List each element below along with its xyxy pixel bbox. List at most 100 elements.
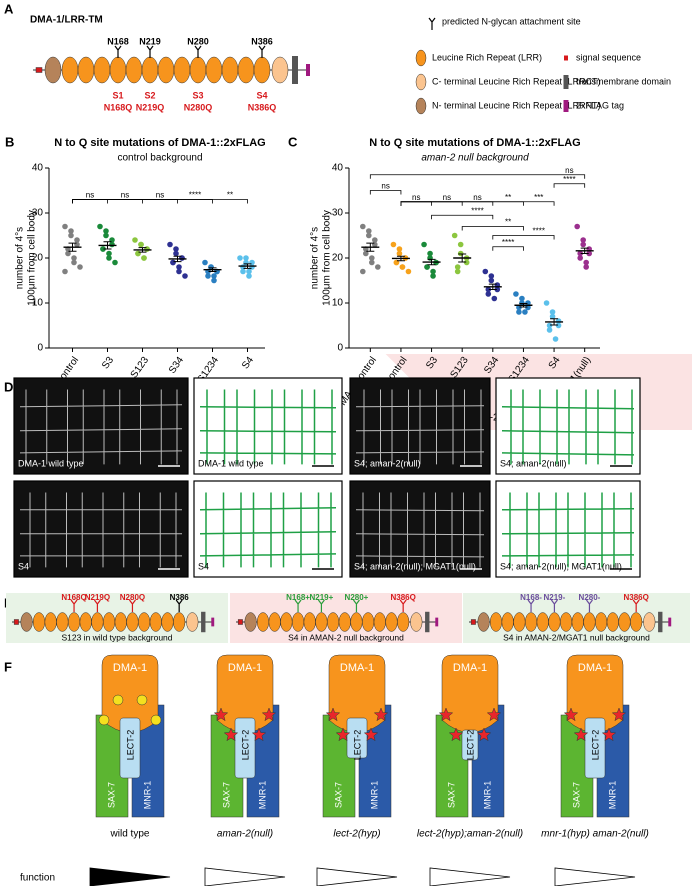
data-point — [577, 255, 583, 261]
glycan-star — [213, 707, 229, 722]
data-point — [583, 264, 589, 270]
glycan-star — [373, 707, 389, 722]
data-point — [488, 277, 495, 284]
lrr — [327, 612, 340, 632]
data-point — [138, 241, 144, 248]
site-label: N280+ — [345, 593, 369, 602]
glycan — [150, 714, 162, 726]
data-point — [68, 228, 74, 234]
panel-label: D — [4, 379, 13, 394]
panel-label: B — [5, 134, 14, 149]
glycan-star — [325, 707, 341, 722]
dendrite-trace — [199, 389, 337, 465]
data-point — [360, 223, 366, 230]
significance-label: *** — [534, 193, 543, 202]
data-point — [482, 268, 489, 275]
glycan-star — [573, 727, 589, 742]
data-point — [494, 286, 501, 293]
significance-label: ns — [156, 191, 164, 200]
data-point — [454, 264, 461, 270]
panel-label: C — [288, 134, 298, 149]
tracing — [193, 377, 343, 475]
data-point — [144, 246, 150, 252]
data-point — [176, 268, 182, 275]
lrrct — [410, 612, 423, 632]
protein-label: DMA-1 — [340, 662, 374, 674]
data-point — [488, 273, 495, 279]
dendrite-signal — [355, 492, 485, 568]
data-point — [430, 268, 436, 275]
site-label: N168+ — [286, 593, 310, 602]
legend-oval — [415, 97, 427, 115]
glycan-star — [563, 707, 579, 722]
site-label: N386Q — [623, 593, 648, 602]
legend-box — [563, 75, 569, 89]
lrrct — [271, 56, 289, 84]
dendrite-trace — [199, 492, 337, 568]
lrr — [489, 612, 503, 632]
data-point — [106, 255, 112, 261]
function-wedge — [89, 867, 171, 886]
chart-subtitle: aman-2 null background — [421, 153, 529, 164]
significance-label: ns — [86, 191, 94, 200]
site-label: N386 — [251, 36, 273, 46]
image-label: DMA-1 wild type — [18, 458, 84, 468]
panel-label: F — [4, 659, 12, 674]
data-point — [141, 255, 147, 261]
glycan-marker — [258, 45, 266, 58]
lrr — [205, 56, 223, 84]
signal-sequence — [13, 619, 19, 625]
data-point — [372, 237, 378, 243]
protein-label: LECT-2 — [125, 730, 135, 761]
lrr — [157, 56, 175, 84]
legend-text: 2xFLAG tag — [576, 100, 624, 110]
lrr — [44, 612, 57, 632]
significance-label: **** — [563, 175, 575, 184]
significance-label: ** — [505, 218, 511, 227]
data-point — [97, 223, 103, 230]
lrr — [109, 56, 127, 84]
lrr — [141, 56, 159, 84]
lrr — [161, 612, 174, 632]
significance-bracket — [492, 246, 524, 251]
lrr — [571, 612, 584, 632]
y-axis-label: number of 4°s — [310, 227, 321, 289]
data-point — [103, 228, 109, 234]
diagram-caption: S123 in wild type background — [61, 632, 172, 642]
y-tick-label: 40 — [332, 163, 344, 174]
data-point — [555, 322, 562, 329]
data-point — [246, 268, 252, 275]
lrr — [303, 612, 316, 632]
data-point — [112, 259, 118, 266]
flag-tag — [668, 617, 672, 627]
significance-bracket — [461, 226, 524, 231]
data-point — [427, 250, 433, 257]
lrr — [93, 56, 111, 84]
site-label: N280 — [187, 36, 209, 46]
data-point — [170, 259, 176, 266]
genotype-label: lect-2(hyp) — [333, 829, 380, 840]
lrr — [350, 612, 363, 632]
image-label: S4 — [198, 561, 209, 571]
data-point — [182, 273, 188, 279]
function-wedge — [429, 867, 511, 886]
legend-text: C- terminal Leucine Rich Repeat (LRRCT) — [432, 76, 601, 86]
lrr — [501, 612, 514, 632]
significance-bracket — [553, 183, 586, 188]
site-label: N280- — [579, 593, 601, 602]
data-point — [62, 268, 68, 275]
lrr — [221, 56, 239, 84]
y-tick-label: 10 — [32, 298, 44, 309]
lrr — [524, 612, 538, 632]
data-point — [513, 291, 519, 297]
significance-bracket — [492, 235, 555, 240]
data-point — [543, 300, 550, 306]
significance-bracket — [400, 201, 494, 206]
significance-label: ** — [505, 193, 511, 202]
y-tick-label: 30 — [332, 208, 344, 219]
glycan-marker — [294, 599, 302, 612]
significance-bracket — [400, 201, 555, 206]
protein-label: SAX-7 — [446, 782, 456, 808]
micrograph — [13, 377, 189, 475]
